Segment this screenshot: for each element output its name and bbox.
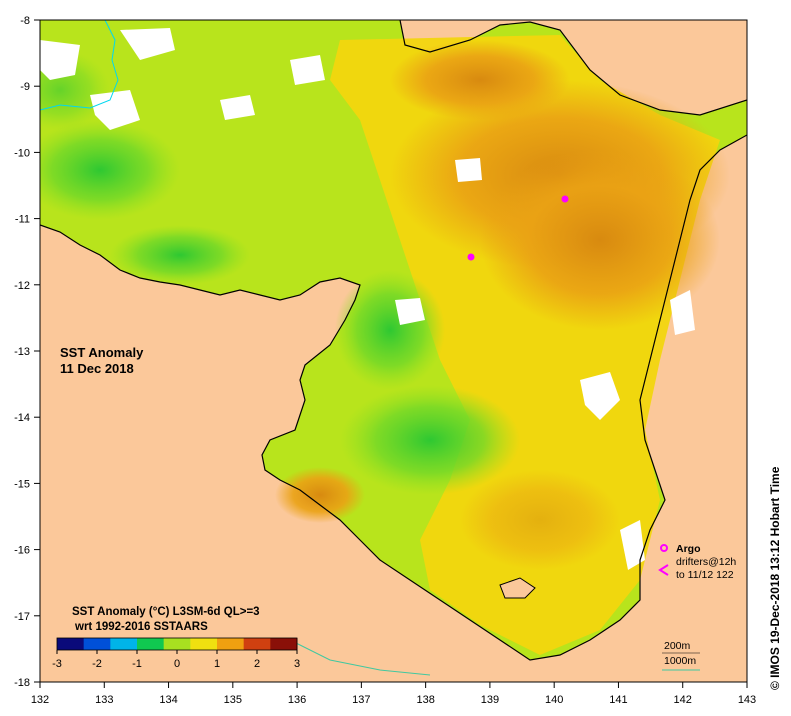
colorbar-gradient xyxy=(57,638,298,650)
y-tick-label: -12 xyxy=(14,280,30,292)
colorbar-segment xyxy=(57,638,85,650)
colorbar-segment xyxy=(110,638,138,650)
cool-anomaly-gulf-center xyxy=(340,385,520,495)
x-tick-label: 141 xyxy=(609,694,627,706)
drifter-legend-icon xyxy=(658,564,669,576)
argo-legend-icon xyxy=(660,544,668,552)
argo-float-marker xyxy=(561,195,569,203)
colorbar-title-line1: SST Anomaly (°C) L3SM-6d QL>=3 xyxy=(72,606,260,618)
y-tick-label: -18 xyxy=(14,677,30,689)
colorbar-segment xyxy=(137,638,165,650)
island xyxy=(499,577,536,599)
contour-1000-label: 1000m xyxy=(664,655,696,667)
colorbar-title-line2: wrt 1992-2016 SSTAARS xyxy=(74,621,208,633)
warm-anomaly-southwest xyxy=(275,467,365,523)
y-tick-label: -11 xyxy=(15,214,30,226)
x-axis: 132 133 134 135 136 137 138 139 140 141 142 143 xyxy=(31,682,756,706)
x-tick-label: 136 xyxy=(288,694,306,706)
cool-anomaly-gulf-west xyxy=(335,270,445,390)
colorbar-segment xyxy=(83,638,111,650)
x-tick-label: 134 xyxy=(159,694,177,706)
y-tick-label: -9 xyxy=(20,81,30,93)
y-tick-label: -14 xyxy=(14,412,30,424)
y-tick-label: -17 xyxy=(14,611,30,623)
y-axis: -8 -9 -10 -11 -12 -13 -14 -15 -16 -17 -18 xyxy=(14,15,40,689)
colorbar-ticks: -3 -2 -1 0 1 2 3 xyxy=(52,650,300,670)
colorbar-segment xyxy=(217,638,245,650)
x-tick-label: 140 xyxy=(545,694,563,706)
map-title-line2: 11 Dec 2018 xyxy=(60,361,134,376)
x-tick-label: 133 xyxy=(95,694,113,706)
colorbar-segment xyxy=(190,638,218,650)
x-tick-label: 139 xyxy=(481,694,499,706)
colorbar-segment xyxy=(270,638,298,650)
coastline xyxy=(40,20,747,661)
cool-anomaly-northwest xyxy=(40,120,180,220)
x-tick-label: 137 xyxy=(352,694,370,706)
colorbar-tick-label: -2 xyxy=(92,658,102,670)
river-line xyxy=(40,20,119,111)
colorbar-tick-label: 1 xyxy=(214,658,220,670)
imos-credit: © IMOS 19-Dec-2018 13:12 Hobart Time xyxy=(768,466,782,690)
x-tick-label: 135 xyxy=(224,694,242,706)
y-tick-label: -10 xyxy=(14,147,30,159)
y-tick-label: -15 xyxy=(14,478,30,490)
drifters-legend-label: drifters@12h xyxy=(676,556,736,568)
warm-anomaly-east xyxy=(480,150,720,330)
map-title-line1: SST Anomaly xyxy=(60,345,144,360)
drifters-legend-date: to 11/12 122 xyxy=(676,569,734,581)
contour-legend: 200m 1000m xyxy=(662,640,700,671)
y-tick-label: -13 xyxy=(14,346,30,358)
x-tick-label: 138 xyxy=(416,694,434,706)
x-tick-label: 142 xyxy=(674,694,692,706)
platform-legend: Argo drifters@12h to 11/12 122 xyxy=(658,543,736,581)
y-tick-label: -8 xyxy=(20,15,30,27)
colorbar-segment xyxy=(243,638,271,650)
colorbar-tick-label: 2 xyxy=(254,658,260,670)
colorbar: SST Anomaly (°C) L3SM-6d QL>=3 wrt 1992-… xyxy=(52,606,300,670)
warm-anomaly-top xyxy=(390,40,570,120)
cool-anomaly-west xyxy=(110,225,250,285)
map-area xyxy=(40,20,747,682)
no-data-patches xyxy=(40,28,695,570)
y-tick-label: -16 xyxy=(14,545,30,557)
colorbar-tick-label: -3 xyxy=(52,658,62,670)
bathymetry-contour xyxy=(289,639,431,676)
colorbar-tick-label: -1 xyxy=(132,658,142,670)
x-tick-label: 132 xyxy=(31,694,49,706)
contour-200-label: 200m xyxy=(664,640,691,652)
argo-float-marker xyxy=(467,253,475,261)
x-tick-label: 143 xyxy=(738,694,756,706)
colorbar-segment xyxy=(163,638,191,650)
argo-legend-label: Argo xyxy=(676,543,701,555)
warm-anomaly-south xyxy=(460,470,620,570)
colorbar-tick-label: 0 xyxy=(174,658,180,670)
colorbar-tick-label: 3 xyxy=(294,658,300,670)
